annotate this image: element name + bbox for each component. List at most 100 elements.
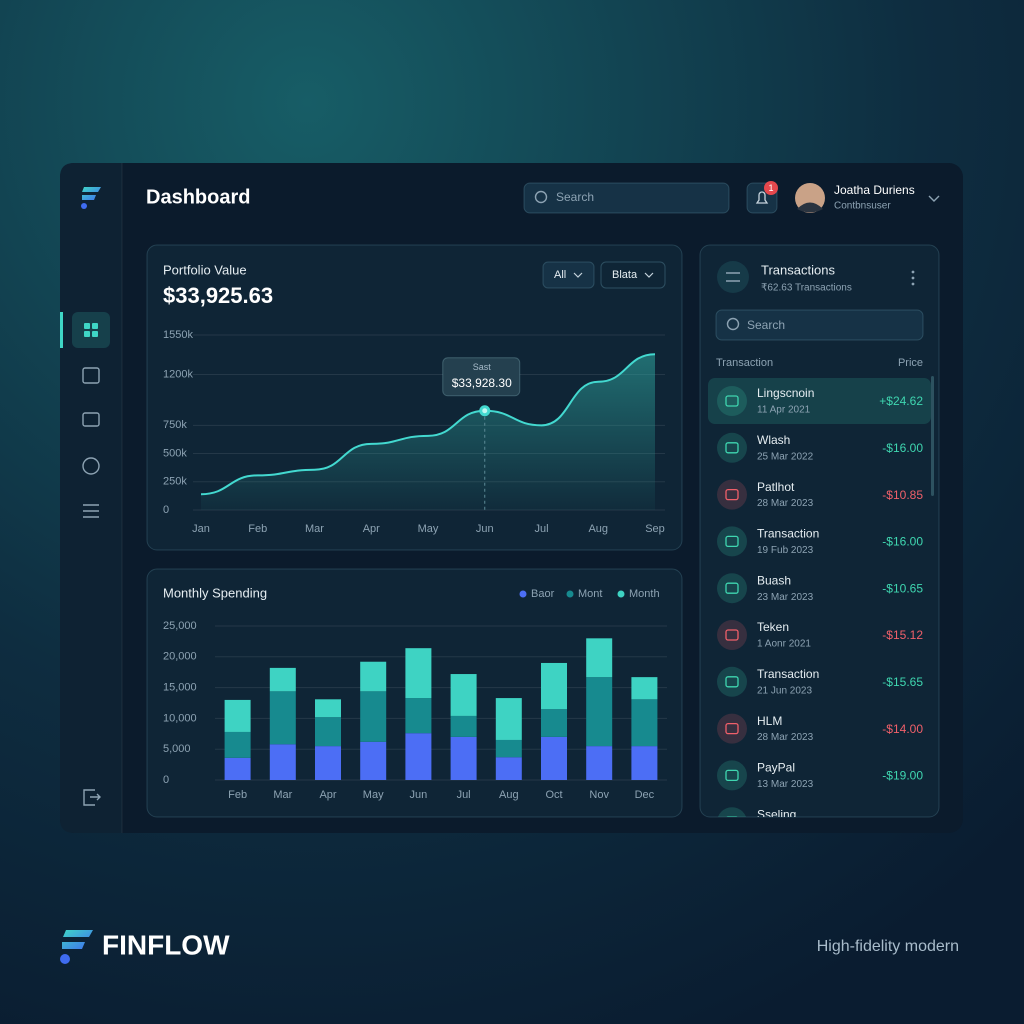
bar-segment bbox=[315, 746, 341, 780]
row-date: 23 Mar 2023 bbox=[757, 592, 814, 603]
transactions-icon bbox=[717, 261, 749, 293]
line-area bbox=[201, 354, 655, 510]
row-name: Buash bbox=[757, 573, 791, 587]
search-placeholder: Search bbox=[556, 190, 594, 204]
bar-segment bbox=[405, 648, 432, 699]
bar-segment bbox=[315, 699, 341, 718]
legend-swatch bbox=[566, 590, 574, 598]
x-tick-label: May bbox=[363, 789, 384, 801]
bar-segment bbox=[586, 638, 613, 678]
row-price: -$10.65 bbox=[882, 581, 923, 595]
page-title: Dashboard bbox=[146, 186, 250, 208]
nav-settings[interactable] bbox=[83, 504, 99, 518]
row-price: -$16.00 bbox=[882, 441, 923, 455]
x-tick-label: Jul bbox=[534, 523, 548, 535]
user-name: Joatha Duriens bbox=[834, 183, 915, 197]
transactions-subtitle: ₹62.63 Transactions bbox=[761, 283, 852, 294]
avatar-body bbox=[797, 202, 823, 213]
row-date: 1 Aonr 2021 bbox=[757, 639, 811, 650]
bar-segment bbox=[586, 746, 613, 780]
transaction-row[interactable]: Wlash 25 Mar 2022 -$16.00 bbox=[757, 433, 923, 462]
y-tick-label: 1200k bbox=[163, 368, 193, 380]
filter-chevron bbox=[573, 272, 583, 278]
row-icon bbox=[717, 526, 747, 557]
row-icon-glyph bbox=[725, 769, 739, 782]
tooltip bbox=[442, 357, 521, 397]
transactions-search[interactable] bbox=[715, 309, 924, 341]
transaction-row[interactable]: HLM 28 Mar 2023 -$14.00 bbox=[757, 714, 923, 743]
bar-segment bbox=[541, 709, 567, 737]
bar-segment bbox=[269, 667, 296, 692]
row-icon bbox=[717, 807, 747, 817]
x-tick-label: Jun bbox=[410, 789, 428, 801]
row-name: PayPal bbox=[757, 761, 795, 775]
x-tick-label: Sep bbox=[645, 523, 665, 535]
transaction-row[interactable]: Sseling bbox=[757, 807, 796, 821]
row-icon bbox=[717, 620, 747, 650]
nav-logout[interactable] bbox=[83, 789, 101, 806]
legend-label: Baor bbox=[531, 588, 555, 600]
more-menu[interactable] bbox=[911, 270, 915, 286]
x-tick-label: Mar bbox=[273, 789, 292, 801]
transaction-row[interactable]: Lingscnoin 11 Apr 2021 +$24.62 bbox=[757, 386, 923, 415]
filter-period[interactable] bbox=[600, 261, 666, 289]
row-icon bbox=[717, 666, 747, 697]
transaction-row[interactable]: Buash 23 Mar 2023 -$10.65 bbox=[757, 573, 923, 602]
scrollbar[interactable] bbox=[931, 376, 934, 496]
chart-subtitle: $33,925.63 bbox=[163, 283, 273, 308]
bar-segment bbox=[360, 741, 387, 780]
bar-segment bbox=[631, 746, 658, 780]
transaction-row[interactable]: Transaction 21 Jun 2023 -$15.65 bbox=[757, 667, 923, 696]
transaction-row[interactable]: Transaction 19 Fub 2023 -$16.00 bbox=[757, 527, 923, 556]
row-date: 25 Mar 2022 bbox=[757, 451, 814, 462]
nav-dashboard[interactable] bbox=[72, 312, 110, 348]
line-chart: 0 250k 500k 750k 1200k 1550k Jan Feb Mar Apr May Ju… bbox=[163, 329, 665, 535]
transaction-row[interactable]: Patlhot 28 Mar 2023 -$10.85 bbox=[757, 480, 923, 509]
row-date: 19 Fub 2023 bbox=[757, 545, 814, 556]
bar-segment bbox=[495, 698, 522, 740]
row-price: -$10.85 bbox=[882, 488, 923, 502]
nav-payments[interactable] bbox=[82, 457, 100, 475]
row-price: -$15.65 bbox=[882, 675, 923, 689]
row-name: Patlhot bbox=[757, 480, 795, 494]
nav-wallet[interactable] bbox=[82, 412, 100, 427]
transaction-row[interactable]: PayPal 13 Mar 2023 -$19.00 bbox=[757, 761, 923, 790]
row-date: 28 Mar 2023 bbox=[757, 498, 814, 509]
y-tick-label: 15,000 bbox=[163, 682, 197, 694]
notification-badge bbox=[764, 181, 778, 195]
filter-all[interactable] bbox=[542, 261, 595, 289]
x-tick-label: Mar bbox=[305, 523, 324, 535]
y-tick-label: 0 bbox=[163, 504, 169, 516]
row-icon bbox=[717, 713, 747, 744]
row-name: Wlash bbox=[757, 433, 790, 447]
y-tick-label: 1550k bbox=[163, 329, 193, 341]
search-box[interactable] bbox=[523, 182, 730, 214]
row-name: Transaction bbox=[757, 667, 819, 681]
y-tick-label: 5,000 bbox=[163, 743, 191, 755]
row-date: 13 Mar 2023 bbox=[757, 779, 814, 790]
row-icon-glyph bbox=[725, 722, 739, 735]
footer-brand: FINFLOW bbox=[102, 929, 230, 960]
bar-segment bbox=[450, 736, 477, 780]
row-icon-glyph bbox=[725, 582, 739, 594]
search-icon bbox=[534, 190, 548, 204]
row-name: Sseling bbox=[757, 807, 796, 821]
bar-segment bbox=[405, 698, 432, 734]
y-tick-label: 0 bbox=[163, 774, 169, 786]
search-placeholder: Search bbox=[747, 318, 785, 332]
chart-title: Monthly Spending bbox=[163, 585, 267, 600]
nav-analytics[interactable] bbox=[82, 367, 100, 384]
tooltip-value: $33,928.30 bbox=[452, 376, 512, 390]
footer-logo bbox=[60, 930, 93, 964]
row-price: -$19.00 bbox=[882, 769, 923, 783]
transaction-row[interactable]: Teken 1 Aonr 2021 -$15.12 bbox=[757, 620, 923, 649]
row-date: 11 Apr 2021 bbox=[757, 405, 811, 416]
user-menu-chevron[interactable] bbox=[928, 195, 940, 202]
footer-tagline: High-fidelity modern bbox=[817, 938, 959, 955]
x-tick-label: Nov bbox=[589, 789, 609, 801]
line-series bbox=[200, 353, 656, 496]
row-name: HLM bbox=[757, 714, 782, 728]
x-tick-label: Aug bbox=[588, 523, 608, 535]
column-header: Price bbox=[898, 357, 923, 369]
